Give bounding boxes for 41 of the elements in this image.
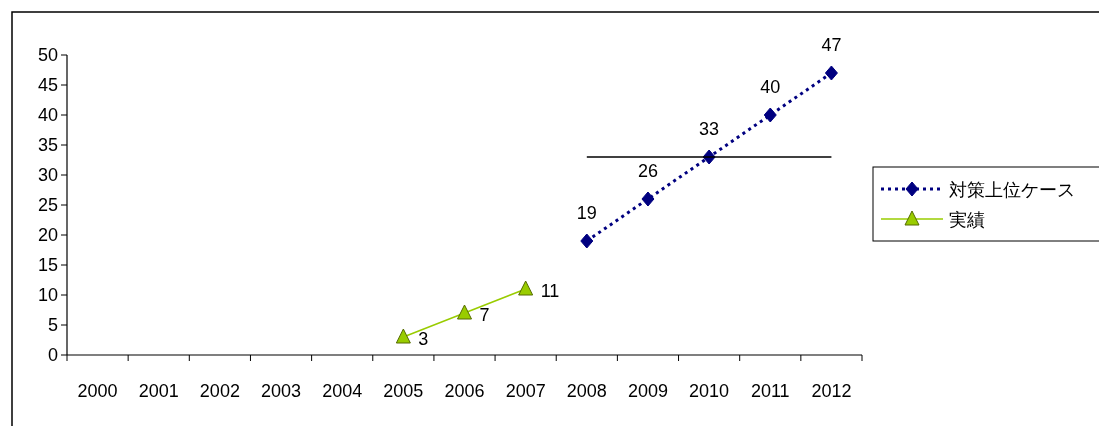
y-tick-label: 40 bbox=[37, 105, 58, 125]
y-tick-label: 50 bbox=[37, 45, 58, 65]
y-tick-label: 5 bbox=[47, 315, 58, 335]
data-label: 7 bbox=[479, 305, 490, 325]
point bbox=[518, 280, 534, 296]
x-tick-label: 2010 bbox=[689, 381, 730, 401]
data-label: 47 bbox=[821, 35, 842, 55]
data-label: 11 bbox=[540, 281, 560, 301]
y-tick-label: 45 bbox=[37, 75, 58, 95]
point bbox=[824, 65, 838, 81]
data-label: 26 bbox=[637, 161, 658, 181]
legend-label: 対策上位ケース bbox=[949, 180, 1075, 200]
data-label: 33 bbox=[699, 119, 720, 139]
data-label: 3 bbox=[418, 329, 429, 349]
x-tick-label: 2005 bbox=[383, 381, 424, 401]
y-tick-label: 25 bbox=[37, 195, 58, 215]
point bbox=[457, 304, 472, 320]
x-tick-label: 2009 bbox=[627, 381, 668, 401]
x-tick-label: 2002 bbox=[199, 381, 240, 401]
y-tick-label: 35 bbox=[37, 135, 58, 155]
data-label: 19 bbox=[576, 203, 597, 223]
x-tick-label: 2011 bbox=[750, 381, 790, 401]
x-tick-label: 2012 bbox=[811, 381, 852, 401]
y-tick-label: 10 bbox=[37, 285, 58, 305]
x-tick-label: 2006 bbox=[444, 381, 485, 401]
point bbox=[395, 328, 411, 344]
x-tick-label: 2000 bbox=[77, 381, 118, 401]
y-tick-label: 30 bbox=[37, 165, 58, 185]
point bbox=[641, 191, 655, 207]
y-tick-label: 15 bbox=[37, 255, 58, 275]
point bbox=[763, 107, 777, 123]
x-tick-label: 2008 bbox=[566, 381, 607, 401]
x-tick-label: 2001 bbox=[138, 381, 179, 401]
data-label: 40 bbox=[760, 77, 781, 97]
legend-label: 実績 bbox=[949, 210, 985, 230]
point bbox=[580, 233, 594, 249]
y-tick-label: 20 bbox=[37, 225, 58, 245]
x-tick-label: 2003 bbox=[261, 381, 302, 401]
x-tick-label: 2004 bbox=[322, 381, 363, 401]
y-tick-label: 0 bbox=[47, 345, 58, 365]
x-tick-label: 2007 bbox=[505, 381, 546, 401]
